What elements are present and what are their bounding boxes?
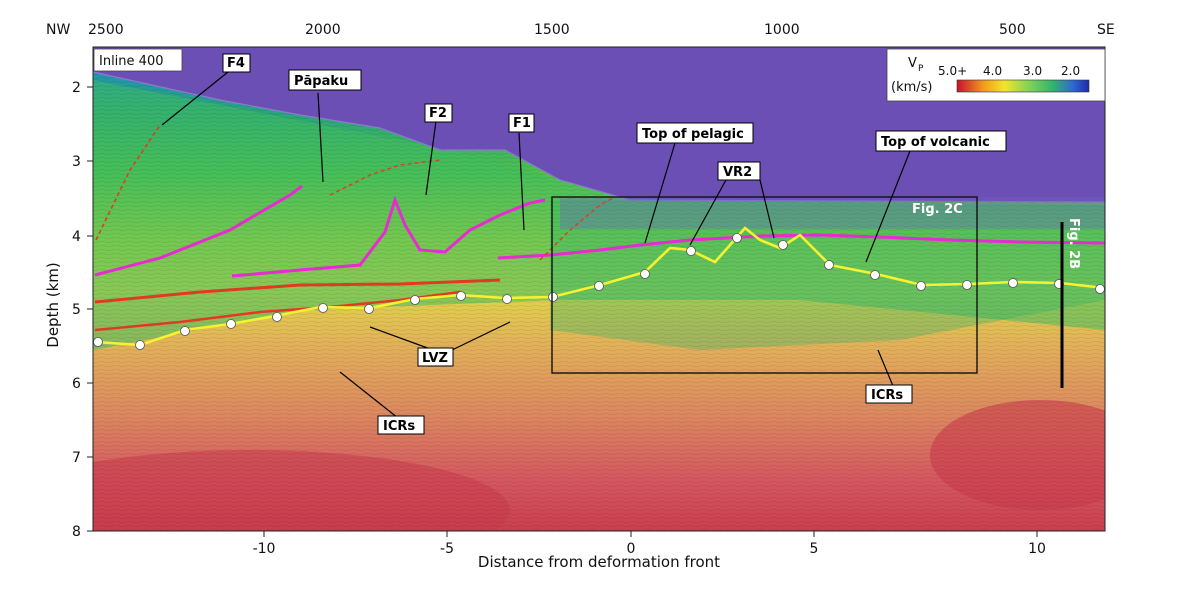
colorbar-ramp: [956, 79, 1090, 93]
seismic-section: [93, 47, 1105, 531]
label-papaku-box: [288, 69, 362, 91]
top-tick-500: 500: [999, 22, 1026, 38]
control-point: [318, 303, 328, 313]
depth-tick-3: 3: [72, 154, 81, 170]
depth-tick-2: 2: [72, 80, 81, 96]
label-f2: F2: [429, 106, 447, 121]
control-point: [1008, 278, 1018, 288]
label-icrs-left-box: [377, 415, 425, 435]
label-f4: F4: [227, 56, 245, 71]
dist-tick-0: 0: [627, 541, 636, 557]
dist-tick-m10: -10: [253, 541, 276, 557]
panel-label: Inline 400: [99, 54, 163, 69]
colorbar-tick-4: 4.0: [983, 64, 1002, 78]
red-fault-f1: [539, 196, 616, 261]
label-top-volcanic: Top of volcanic: [881, 135, 990, 150]
red-fault-f2: [329, 159, 441, 196]
control-point: [778, 240, 788, 250]
top-tick-2500: 2500: [88, 22, 124, 38]
panel-label-box: [93, 48, 183, 72]
control-points: [93, 233, 1105, 350]
colorbar-title: V: [908, 56, 917, 71]
dist-tick-10: 10: [1028, 541, 1046, 557]
left-axis-ticks: [87, 86, 93, 532]
red-decollement-lower: [94, 290, 461, 332]
water-overlay-band: [560, 197, 1105, 229]
distance-axis-title: Distance from deformation front: [478, 553, 720, 571]
control-point: [272, 312, 282, 322]
dist-tick-m5: -5: [440, 541, 454, 557]
dist-tick-5: 5: [810, 541, 819, 557]
colorbar-tick-5: 5.0+: [938, 64, 967, 78]
control-point: [135, 340, 145, 350]
label-f4-box: [222, 53, 251, 73]
colorbar-units: (km/s): [891, 80, 933, 95]
label-top-volcanic-box: [875, 130, 1007, 152]
seafloor-line: [93, 71, 1105, 203]
label-f1: F1: [513, 116, 531, 131]
label-icrs-left: ICRs: [383, 419, 415, 434]
direction-right: SE: [1097, 22, 1115, 38]
colorbar-tick-3: 3.0: [1023, 64, 1042, 78]
label-fig2b: Fig. 2B: [1066, 218, 1081, 269]
magenta-horizon-lower-left: [94, 184, 303, 277]
label-fig2c: Fig. 2C: [912, 202, 963, 217]
label-top-pelagic: Top of pelagic: [642, 127, 744, 142]
depth-tick-5: 5: [72, 302, 81, 318]
label-lvz: LVZ: [422, 351, 448, 366]
plot-frame: [92, 46, 1106, 532]
colorbar-frame: [886, 48, 1106, 102]
colorbar-title-subscript: P: [918, 64, 924, 74]
depth-tick-7: 7: [72, 450, 81, 466]
top-tick-1500: 1500: [534, 22, 570, 38]
depth-axis-title: Depth (km): [44, 262, 62, 347]
label-vr2: VR2: [723, 165, 752, 180]
control-point: [226, 319, 236, 329]
red-fault-f4: [95, 124, 161, 241]
control-point: [870, 270, 880, 280]
control-point: [364, 304, 374, 314]
control-point: [456, 291, 466, 301]
annotation-leaders: [161, 71, 911, 419]
magenta-horizon-thrust-sheet: [231, 195, 546, 278]
colorbar-legend: V P (km/s) 5.0+ 4.0 3.0 2.0: [886, 48, 1106, 102]
control-point: [640, 269, 650, 279]
top-tick-1000: 1000: [764, 22, 800, 38]
control-point: [502, 294, 512, 304]
control-point: [916, 281, 926, 291]
depth-tick-8: 8: [72, 524, 81, 540]
control-point: [93, 337, 103, 347]
label-papaku: Pāpaku: [294, 74, 348, 89]
control-point: [732, 233, 742, 243]
label-vr2-box: [717, 161, 761, 181]
top-tick-2000: 2000: [305, 22, 341, 38]
control-point: [1095, 284, 1105, 294]
label-f1-box: [508, 113, 535, 133]
label-icrs-right-box: [865, 384, 913, 404]
control-point: [824, 260, 834, 270]
control-point: [686, 246, 696, 256]
label-lvz-box: [417, 347, 454, 367]
depth-tick-4: 4: [72, 229, 81, 245]
direction-left: NW: [46, 22, 70, 38]
label-f2-box: [424, 103, 453, 123]
control-point: [962, 280, 972, 290]
control-point: [548, 292, 558, 302]
control-point: [594, 281, 604, 291]
colorbar-tick-2: 2.0: [1061, 64, 1080, 78]
magenta-top-of-pelagic: [497, 233, 1105, 260]
control-point: [180, 326, 190, 336]
label-top-pelagic-box: [636, 122, 754, 144]
label-icrs-right: ICRs: [871, 388, 903, 403]
control-point: [410, 295, 420, 305]
depth-tick-6: 6: [72, 376, 81, 392]
bottom-axis-ticks: [263, 531, 1038, 537]
red-decollement-upper: [94, 278, 501, 304]
